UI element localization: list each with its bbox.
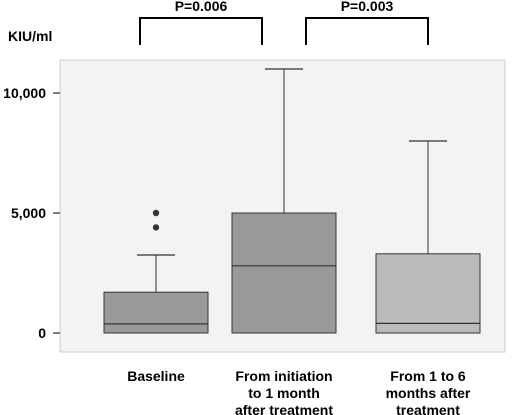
y-axis-ticks: 0 5,000 10,000 — [3, 85, 60, 341]
category-label-line: Baseline — [127, 368, 185, 384]
outlier-point — [152, 209, 160, 217]
boxes — [103, 68, 481, 334]
bracket-line — [139, 17, 263, 45]
box-2 — [231, 68, 337, 334]
box-iqr — [375, 253, 481, 334]
category-label-line: months after — [386, 385, 471, 401]
category-label-line: to 1 month — [248, 385, 320, 401]
box-iqr — [231, 212, 337, 334]
bracket-line — [305, 17, 429, 45]
significance-brackets: P=0.006 P=0.003 — [139, 0, 429, 45]
box-1 — [103, 209, 209, 334]
category-label-line: treatment — [396, 402, 460, 415]
significance-bracket: P=0.006 — [139, 0, 263, 45]
y-tick-label: 5,000 — [11, 205, 46, 221]
y-tick-label: 0 — [38, 325, 46, 341]
outlier-point — [152, 224, 160, 231]
y-tick-label: 10,000 — [3, 85, 46, 101]
p-value-label: P=0.006 — [175, 0, 228, 14]
category-label-line: From 1 to 6 — [390, 368, 466, 384]
box-iqr — [103, 291, 209, 334]
significance-bracket: P=0.003 — [305, 0, 429, 45]
y-axis-label: KIU/ml — [8, 28, 52, 44]
p-value-label: P=0.003 — [341, 0, 394, 14]
category-label-line: after treatment — [235, 402, 333, 415]
box-3 — [375, 140, 481, 334]
category-label-line: From initiation — [235, 368, 332, 384]
